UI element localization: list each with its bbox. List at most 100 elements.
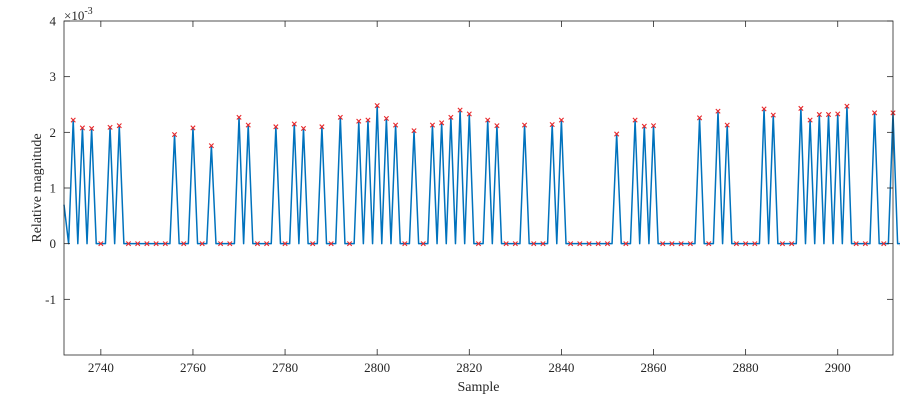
data-point-marker xyxy=(531,241,537,247)
data-point-marker xyxy=(245,122,251,128)
data-point-marker xyxy=(650,123,657,129)
x-tick-label: 2740 xyxy=(88,360,114,375)
data-point-marker xyxy=(779,241,786,247)
data-point-marker xyxy=(264,241,270,247)
data-point-marker xyxy=(761,106,767,112)
data-point-marker xyxy=(181,241,187,247)
data-point-marker xyxy=(752,241,758,247)
data-point-marker xyxy=(356,118,362,124)
y-tick-label: 0 xyxy=(50,236,57,251)
data-point-marker xyxy=(807,117,813,123)
data-point-marker xyxy=(678,241,684,247)
data-point-marker xyxy=(107,124,113,130)
plot-frame xyxy=(63,20,894,356)
data-point-marker xyxy=(604,241,611,247)
data-point-marker xyxy=(79,125,86,131)
x-tick-label: 2760 xyxy=(180,360,206,375)
data-point-marker xyxy=(346,241,353,247)
data-point-marker xyxy=(632,117,638,123)
data-point-marker xyxy=(328,241,334,247)
data-point-marker xyxy=(98,241,104,247)
data-point-marker xyxy=(549,121,555,128)
data-point-marker xyxy=(144,241,150,247)
data-point-marker xyxy=(733,241,739,247)
y-tick-label: 4 xyxy=(50,14,57,29)
plot-layer xyxy=(63,103,900,247)
data-point-marker xyxy=(199,241,205,247)
data-point-marker xyxy=(282,241,288,247)
data-point-marker xyxy=(429,122,436,128)
data-point-marker xyxy=(236,114,242,120)
data-point-marker xyxy=(862,241,868,247)
data-point-marker xyxy=(365,117,371,123)
data-point-marker xyxy=(844,103,850,109)
data-point-marker xyxy=(171,131,178,138)
data-point-marker xyxy=(798,105,804,111)
y-tick-label: 2 xyxy=(50,125,57,140)
data-point-marker xyxy=(871,110,878,116)
data-point-marker xyxy=(466,111,472,117)
data-point-marker xyxy=(586,241,592,247)
data-point-marker xyxy=(577,241,583,247)
data-point-marker xyxy=(669,241,675,247)
data-point-marker xyxy=(706,241,712,247)
x-axis-label: Sample xyxy=(458,380,500,395)
data-point-marker xyxy=(660,241,666,247)
data-point-marker xyxy=(218,241,224,247)
y-tick-label: 1 xyxy=(50,181,57,196)
data-point-marker xyxy=(540,241,546,247)
data-point-marker xyxy=(393,122,399,128)
ticks-layer: 2740 2760 2780 2800 2820 2840 2860 2880 2900 -1 0 1… xyxy=(45,14,893,375)
x-tick-label: 2780 xyxy=(272,360,298,375)
data-point-marker xyxy=(623,241,629,247)
data-point-marker xyxy=(402,241,408,247)
data-point-marker xyxy=(595,241,601,247)
data-point-marker xyxy=(291,121,297,127)
data-point-marker xyxy=(475,241,482,247)
data-point-marker xyxy=(208,143,214,149)
data-point-marker xyxy=(568,241,574,247)
data-point-marker xyxy=(300,125,307,132)
data-point-marker xyxy=(724,122,730,128)
y-multiplier: ×10-3 xyxy=(64,6,93,23)
x-tick-label: 2880 xyxy=(733,360,759,375)
data-point-marker xyxy=(789,241,795,247)
data-point-marker xyxy=(641,123,647,129)
data-point-marker xyxy=(190,125,196,131)
data-point-marker xyxy=(125,241,132,247)
y-tick-label: 3 xyxy=(50,69,57,84)
data-point-marker xyxy=(503,241,509,247)
y-tick-label: -1 xyxy=(45,292,56,307)
data-point-marker xyxy=(116,123,122,129)
data-point-marker xyxy=(715,108,721,114)
x-tick-label: 2860 xyxy=(641,360,667,375)
data-point-marker xyxy=(420,241,426,247)
data-point-marker xyxy=(835,111,841,117)
x-tick-label: 2800 xyxy=(364,360,390,375)
y-axis-label: Relative magnitude xyxy=(30,133,45,242)
data-point-marker xyxy=(89,125,95,132)
data-point-marker xyxy=(614,131,620,137)
data-point-marker xyxy=(135,241,141,247)
data-point-marker xyxy=(337,114,343,120)
x-tick-label: 2840 xyxy=(548,360,574,375)
data-point-marker xyxy=(310,241,316,247)
data-point-marker xyxy=(273,124,279,130)
data-point-marker xyxy=(494,123,500,129)
data-point-marker xyxy=(374,103,380,109)
data-point-marker xyxy=(70,117,76,123)
data-point-marker xyxy=(743,241,749,247)
data-point-marker xyxy=(825,111,832,118)
data-point-marker xyxy=(881,241,887,247)
data-point-marker xyxy=(439,120,445,126)
data-point-marker xyxy=(162,241,168,247)
x-tick-label: 2900 xyxy=(825,360,851,375)
data-point-marker xyxy=(485,117,491,123)
data-point-marker xyxy=(448,114,454,120)
data-point-marker xyxy=(770,112,776,118)
data-point-marker xyxy=(254,241,261,247)
data-point-marker xyxy=(153,241,159,247)
data-point-marker xyxy=(227,241,233,247)
data-point-marker xyxy=(457,107,463,113)
